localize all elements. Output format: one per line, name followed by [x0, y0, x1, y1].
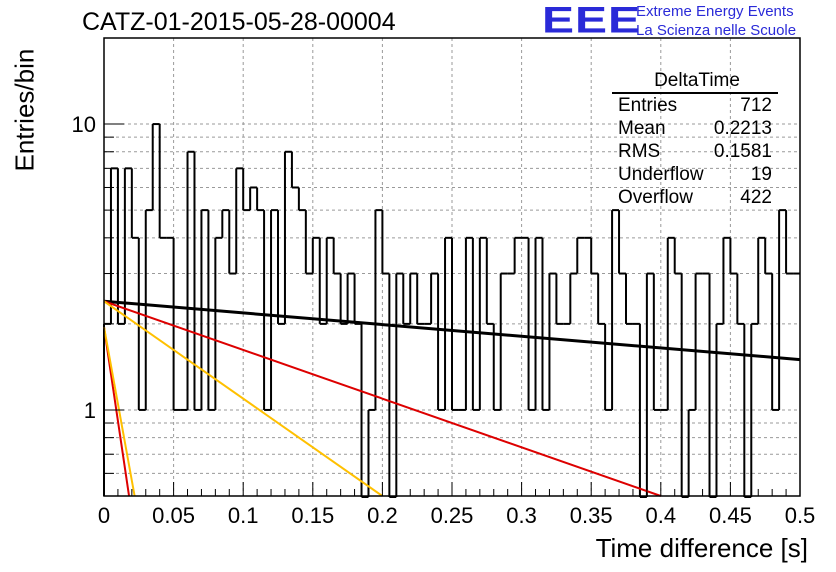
x-tick-label: 0.35 [570, 503, 613, 528]
fit-line [103, 300, 383, 497]
stats-value: 0.1581 [713, 141, 772, 162]
histogram-bars [103, 123, 800, 498]
x-tick-label: 0.15 [291, 503, 334, 528]
fit-line [103, 326, 136, 497]
x-tick-label: 0.25 [431, 503, 474, 528]
stats-value: 422 [740, 187, 772, 208]
y-tick-label: 10 [72, 112, 96, 137]
y-axis-label: Entries/bin [9, 48, 40, 172]
x-axis-label: Time difference [s] [595, 533, 808, 563]
x-tick-label: 0.1 [228, 503, 259, 528]
stats-value: 0.2213 [713, 118, 772, 139]
x-tick-label: 0.5 [785, 503, 816, 528]
x-tick-label: 0.05 [152, 503, 195, 528]
x-tick-label: 0.3 [506, 503, 537, 528]
stats-row-overflow: Overflow 422 [612, 186, 778, 209]
stats-name: DeltaTime [612, 70, 778, 94]
x-tick-label: 0.2 [367, 503, 398, 528]
x-tick-label: 0 [98, 503, 110, 528]
axes: 0 0.05 0.1 0.15 0.2 0.25 0.3 0.35 0.4 0.45 0.5 1 10 [72, 37, 816, 528]
logo-line-1: Extreme Energy Events [636, 3, 794, 20]
stats-label: RMS [618, 141, 661, 162]
stats-row-entries: Entries 712 [612, 94, 778, 117]
fit-line [103, 299, 801, 362]
eee-logo: EEE [542, 0, 642, 42]
x-tick-label: 0.45 [709, 503, 752, 528]
fit-line [103, 300, 662, 497]
stats-label: Underflow [618, 164, 704, 185]
stats-row-mean: Mean 0.2213 [612, 117, 778, 140]
stats-value: 712 [740, 95, 772, 116]
logo-text: Extreme Energy Events La Scienza nelle S… [636, 2, 796, 40]
stats-label: Mean [618, 118, 666, 139]
y-tick-label: 1 [84, 398, 96, 423]
run-title: CATZ-01-2015-05-28-00004 [82, 8, 396, 36]
fit-lines [103, 299, 801, 497]
stats-row-rms: RMS 0.1581 [612, 140, 778, 163]
x-tick-label: 0.4 [646, 503, 677, 528]
stats-value: 19 [750, 164, 772, 185]
stats-label: Entries [618, 95, 678, 116]
stats-box: DeltaTime Entries 712 Mean 0.2213 RMS 0.158… [612, 70, 778, 209]
logo-line-2: La Scienza nelle Scuole [636, 22, 797, 39]
stats-row-underflow: Underflow 19 [612, 163, 778, 186]
stats-label: Overflow [618, 187, 693, 208]
